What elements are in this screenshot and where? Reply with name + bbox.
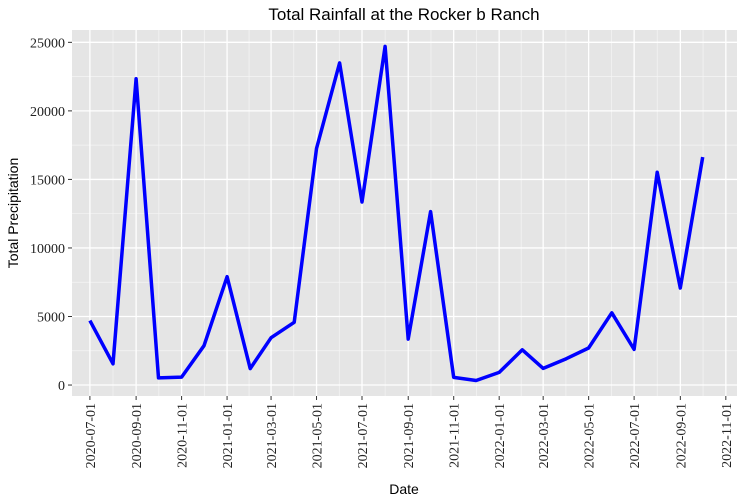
x-tick-label: 2020-09-01 bbox=[130, 403, 145, 468]
x-tick-label: 2021-01-01 bbox=[221, 403, 236, 468]
y-tick-label: 5000 bbox=[37, 310, 65, 325]
x-axis-label: Date bbox=[389, 481, 419, 497]
y-tick-label: 20000 bbox=[30, 105, 65, 120]
x-tick-label: 2021-07-01 bbox=[356, 403, 371, 468]
plot-panel bbox=[72, 30, 737, 396]
x-tick-label: 2022-09-01 bbox=[674, 403, 689, 468]
x-tick-label: 2022-11-01 bbox=[720, 403, 735, 468]
series-line bbox=[88, 44, 705, 383]
x-tick-label: 2021-03-01 bbox=[265, 403, 280, 468]
chart-title: Total Rainfall at the Rocker b Ranch bbox=[268, 5, 539, 24]
y-tick-label: 10000 bbox=[30, 242, 65, 257]
y-axis-label: Total Precipitation bbox=[5, 158, 21, 269]
x-tick-label: 2020-11-01 bbox=[176, 403, 191, 468]
x-tick-label: 2021-09-01 bbox=[402, 403, 417, 468]
x-tick-label: 2021-05-01 bbox=[311, 403, 326, 468]
y-axis: 0 5000 10000 15000 20000 25000 bbox=[30, 36, 72, 394]
y-tick-label: 0 bbox=[58, 379, 65, 394]
x-tick-label: 2021-11-01 bbox=[448, 403, 463, 468]
x-tick-label: 2020-07-01 bbox=[84, 403, 99, 468]
x-tick-label: 2022-03-01 bbox=[537, 403, 552, 468]
x-tick-label: 2022-01-01 bbox=[493, 403, 508, 468]
x-axis: 2020-07-01 2020-09-01 2020-11-01 2021-01-01… bbox=[84, 396, 735, 468]
y-tick-label: 25000 bbox=[30, 36, 65, 51]
y-tick-label: 15000 bbox=[30, 173, 65, 188]
x-tick-label: 2022-07-01 bbox=[628, 403, 643, 468]
x-tick-label: 2022-05-01 bbox=[583, 403, 598, 468]
